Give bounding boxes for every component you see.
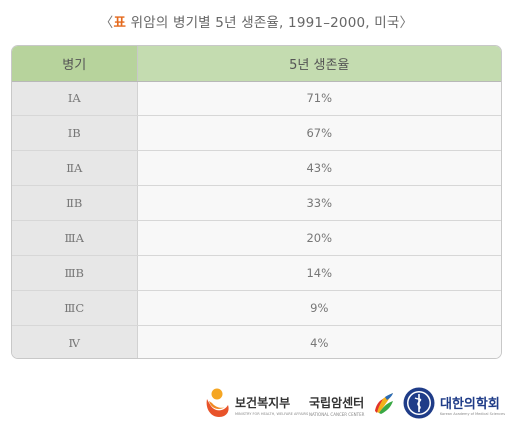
survival-table: 병기 5년 생존율 ⅠA 71% ⅠB 67% ⅡA 43% ⅡB 33% ⅢA <box>12 46 501 358</box>
header-stage: 병기 <box>12 46 138 82</box>
rate-cell: 20% <box>137 220 501 256</box>
table-row: ⅠB 67% <box>12 115 501 152</box>
rate-cell: 33% <box>137 185 501 222</box>
stage-cell: ⅢB <box>12 255 138 291</box>
caption-title: 위암의 병기별 5년 생존율, 1991–2000, 미국 <box>130 15 400 31</box>
table-header-row: 병기 5년 생존율 <box>12 46 501 82</box>
stage-cell: ⅢC <box>12 290 138 326</box>
ncc-name: 국립암센터 <box>309 396 365 410</box>
table-caption: 〈표 위암의 병기별 5년 생존율, 1991–2000, 미국〉 <box>0 11 513 31</box>
kams-name: 대한의학회 <box>440 397 500 412</box>
stage-cell: ⅢA <box>12 220 138 256</box>
rate-cell: 4% <box>137 325 501 358</box>
rate-cell: 14% <box>137 255 501 291</box>
table-row: Ⅳ 4% <box>12 325 501 358</box>
mohw-subtitle: MINISTRY FOR HEALTH, WELFARE AFFAIRS <box>235 412 309 416</box>
ncc-subtitle: NATIONAL CANCER CENTER <box>309 412 365 417</box>
stage-cell: ⅠB <box>12 115 138 152</box>
table-row: ⅡA 43% <box>12 150 501 187</box>
table-row: ⅢA 20% <box>12 220 501 256</box>
table-row: ⅡB 33% <box>12 185 501 222</box>
kams-subtitle: Korean Academy of Medical Sciences <box>440 412 506 416</box>
rate-cell: 43% <box>137 150 501 187</box>
mohw-name: 보건복지부 <box>235 396 291 410</box>
table-row: ⅢC 9% <box>12 290 501 326</box>
table-row: ⅠA 71% <box>12 81 501 117</box>
kams-seal-icon <box>403 387 435 419</box>
rate-cell: 67% <box>137 115 501 152</box>
stage-cell: ⅡA <box>12 150 138 187</box>
kams-logo: 대한의학회 Korean Academy of Medical Sciences <box>403 385 507 421</box>
caption-open-bracket: 〈 <box>99 15 114 31</box>
caption-close-bracket: 〉 <box>399 15 414 31</box>
mohw-logo: 보건복지부 MINISTRY FOR HEALTH, WELFARE AFFAI… <box>203 385 308 421</box>
survival-table-container: 병기 5년 생존율 ⅠA 71% ⅠB 67% ⅡA 43% ⅡB 33% ⅢA <box>11 45 502 359</box>
ncc-emblem-icon <box>375 393 393 414</box>
stage-cell: Ⅳ <box>12 325 138 358</box>
rate-cell: 9% <box>137 290 501 326</box>
header-survival-rate: 5년 생존율 <box>137 46 501 82</box>
rate-cell: 71% <box>137 81 501 117</box>
publisher-logos: 보건복지부 MINISTRY FOR HEALTH, WELFARE AFFAI… <box>0 385 513 425</box>
ncc-logo: 국립암센터 NATIONAL CANCER CENTER <box>309 385 397 421</box>
table-row: ⅢB 14% <box>12 255 501 291</box>
stage-cell: ⅠA <box>12 81 138 117</box>
stage-cell: ⅡB <box>12 185 138 222</box>
caption-table-tag: 표 <box>113 15 127 31</box>
mohw-emblem-icon <box>206 388 229 417</box>
